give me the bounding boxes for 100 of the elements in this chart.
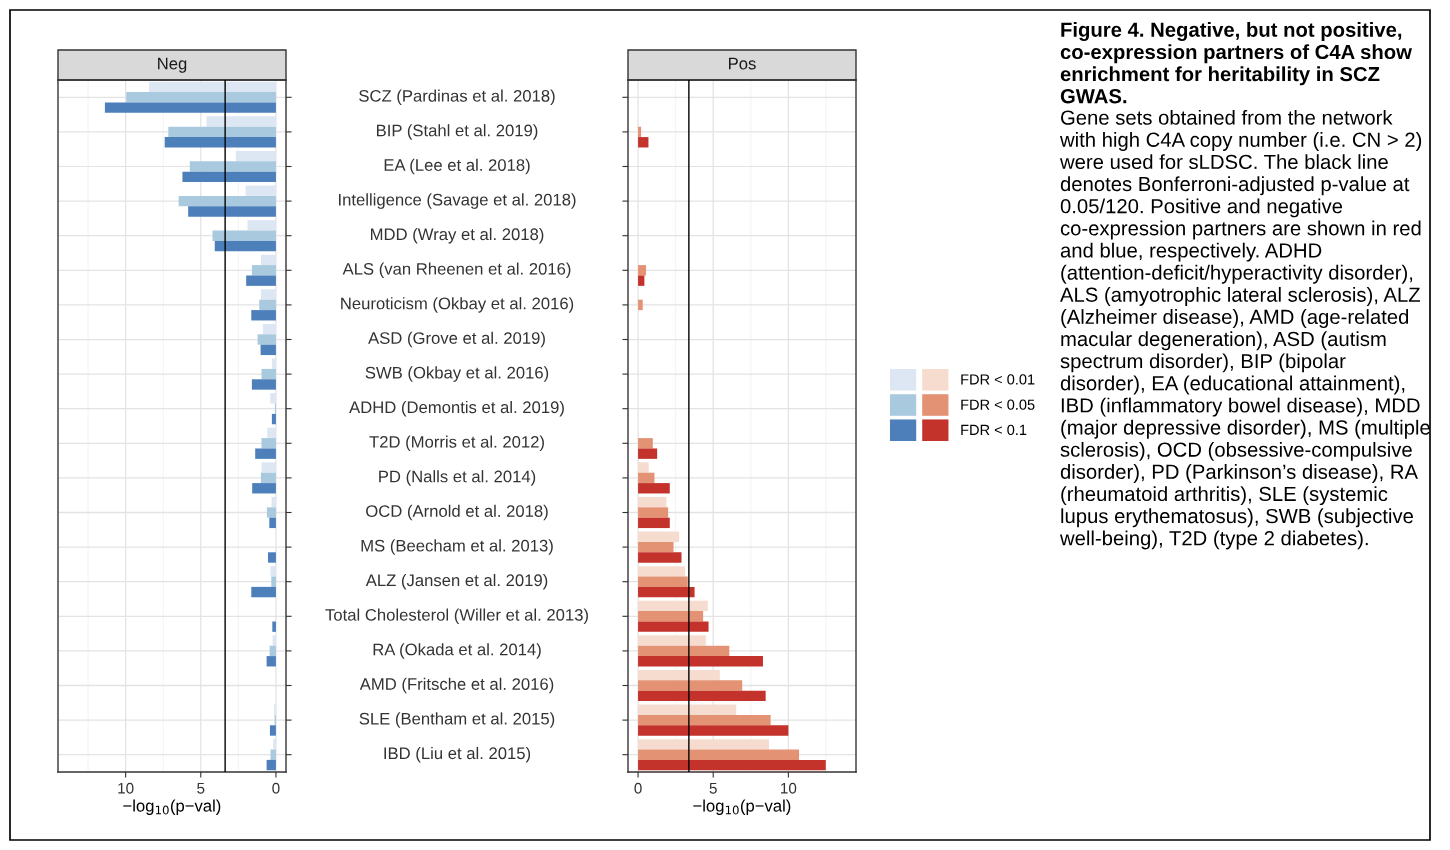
chart-title: Pos xyxy=(729,57,756,70)
bar xyxy=(638,586,695,598)
bar xyxy=(269,645,276,657)
bar xyxy=(638,438,653,449)
bar xyxy=(261,368,276,380)
bar xyxy=(251,265,276,276)
bar xyxy=(189,161,276,172)
bar xyxy=(251,586,276,598)
bar xyxy=(164,137,276,148)
y-tick-label: SWB (Okbay et al. 2016) xyxy=(365,366,549,382)
bar xyxy=(247,220,276,231)
bar xyxy=(267,427,276,439)
bar xyxy=(638,725,789,736)
x-tick-label: 0 xyxy=(272,782,280,794)
x-tick-label: 5 xyxy=(709,782,717,794)
bar xyxy=(638,669,720,681)
bar xyxy=(126,92,276,103)
bar xyxy=(188,206,276,217)
bar xyxy=(269,725,276,736)
bar xyxy=(270,566,276,577)
bar xyxy=(272,621,276,632)
bar xyxy=(271,576,276,587)
bar xyxy=(638,566,686,577)
bar xyxy=(638,531,680,542)
bar xyxy=(638,656,763,667)
bar xyxy=(182,171,276,183)
bar xyxy=(245,185,276,196)
y-tick-label: ALZ (Jansen et al. 2019) xyxy=(365,573,548,590)
bar xyxy=(261,438,276,449)
bar xyxy=(266,656,276,667)
bar xyxy=(246,275,276,286)
bar xyxy=(272,635,276,646)
bar xyxy=(638,759,826,771)
bar xyxy=(638,126,642,138)
bar xyxy=(638,137,649,148)
y-tick-label: OCD (Arnold et al. 2018) xyxy=(366,504,548,521)
legend-label: FDR < 0.01 xyxy=(961,374,1035,385)
bar xyxy=(638,611,704,622)
y-tick-label: EA (Lee et al. 2018) xyxy=(384,158,530,175)
bar xyxy=(638,541,674,553)
bar xyxy=(638,552,682,563)
bar xyxy=(251,379,276,390)
bar xyxy=(266,759,276,771)
bar xyxy=(260,254,276,266)
bar xyxy=(260,344,276,356)
bar xyxy=(267,552,276,563)
y-tick-label: T2D (Morris et al. 2012) xyxy=(369,435,544,452)
bar xyxy=(638,507,669,518)
x-axis-title: −log$_{10}$(p−val) xyxy=(693,799,791,815)
y-tick-label: MS (Beecham et al. 2013) xyxy=(361,539,553,555)
y-tick-label: MDD (Wray et al. 2018) xyxy=(371,227,544,244)
bar xyxy=(212,230,276,241)
y-tick-label: ASD (Grove et al. 2019) xyxy=(368,331,545,348)
bar xyxy=(235,150,276,162)
y-tick-label: SLE (Bentham et al. 2015) xyxy=(359,712,555,728)
y-tick-label: AMD (Fritsche et al. 2016) xyxy=(359,677,554,694)
x-axis-title: −log$_{10}$(p−val) xyxy=(123,799,221,815)
bar xyxy=(638,265,647,276)
bar xyxy=(260,289,276,300)
bar xyxy=(638,714,771,726)
bar xyxy=(271,358,276,369)
bar xyxy=(178,195,276,207)
bar xyxy=(104,102,276,113)
bar xyxy=(638,275,645,286)
bar xyxy=(214,240,276,252)
y-tick-label: Total Cholesterol (Willer et al. 2013) xyxy=(325,608,588,625)
bar xyxy=(255,448,276,459)
x-tick-label: 10 xyxy=(781,782,797,794)
bar xyxy=(638,704,737,715)
x-tick-label: 5 xyxy=(197,782,205,794)
y-tick-label: Intelligence (Savage et al. 2018) xyxy=(339,193,576,209)
bar xyxy=(638,600,708,612)
bar xyxy=(149,81,276,93)
bar xyxy=(638,635,706,646)
y-tick-label: ADHD (Demontis et al. 2019) xyxy=(349,400,564,417)
bar xyxy=(257,334,276,345)
bar xyxy=(252,483,276,494)
bar xyxy=(638,645,730,657)
caption: Figure 4. Negative, but not positive, co-expression partners of C4A show enrichment for heritability in SCZ GWAS. xyxy=(1060,22,1412,104)
bar xyxy=(260,472,276,484)
chart-title: Neg xyxy=(158,57,187,73)
bar xyxy=(638,472,655,484)
bar xyxy=(638,299,643,311)
bar xyxy=(262,323,276,335)
bar xyxy=(261,462,276,473)
y-tick-label: IBD (Liu et al. 2015) xyxy=(384,746,531,763)
bar xyxy=(269,517,276,529)
bar xyxy=(266,507,276,518)
y-tick-label: BIP (Stahl et al. 2019) xyxy=(376,124,538,140)
bar xyxy=(638,621,709,632)
bar xyxy=(638,462,649,473)
bar xyxy=(206,116,276,127)
x-tick-label: 10 xyxy=(118,782,134,794)
bar xyxy=(638,680,743,691)
bar xyxy=(271,413,276,425)
bar xyxy=(638,749,800,760)
bar xyxy=(638,496,667,508)
bar xyxy=(638,739,769,750)
bar xyxy=(270,393,276,404)
x-tick-label: 0 xyxy=(634,782,642,794)
